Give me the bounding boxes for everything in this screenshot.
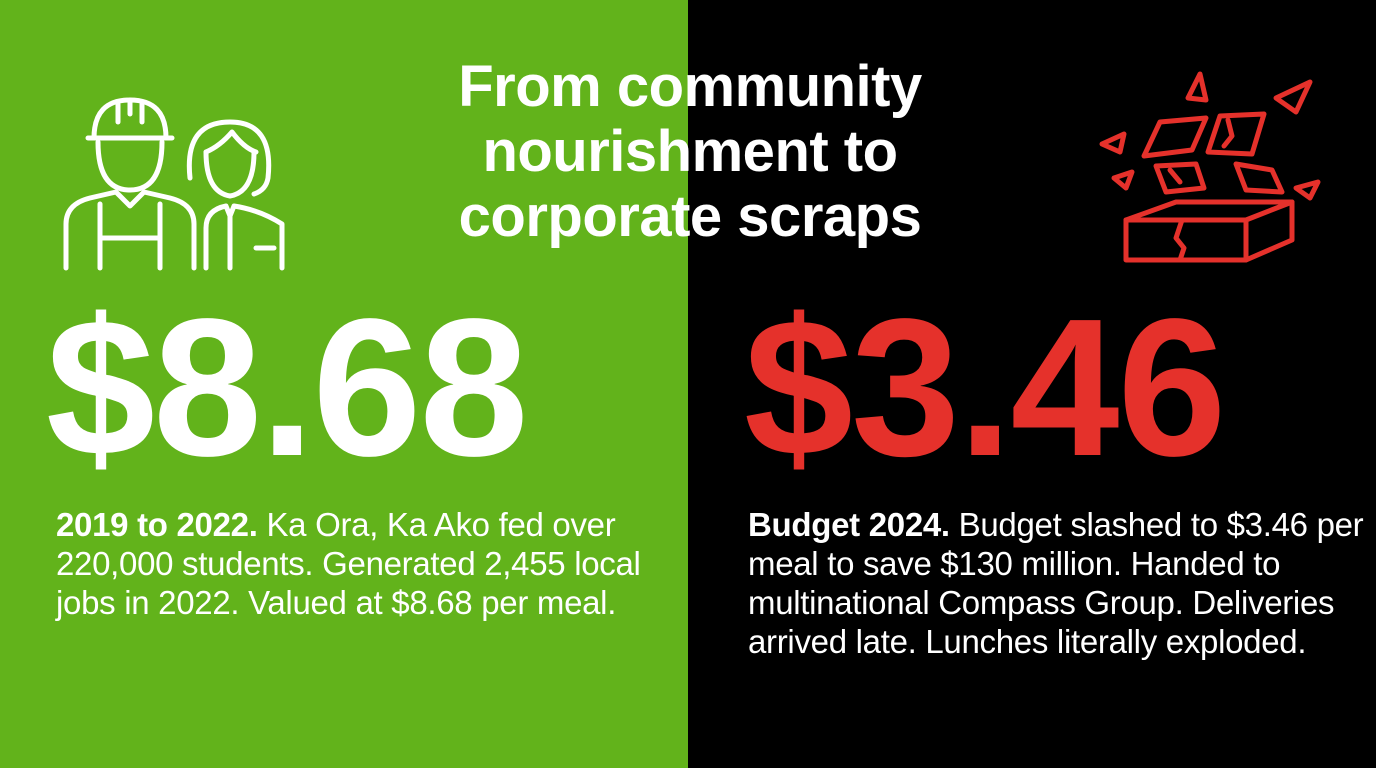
right-body: Budget slashed to $3.46 per meal to save… xyxy=(748,506,1364,660)
title-line-3: corporate scraps xyxy=(458,184,922,249)
left-lead: 2019 to 2022. xyxy=(56,506,258,543)
page-title: From community nourishment to corporate … xyxy=(380,54,1000,249)
workers-icon xyxy=(63,97,285,271)
right-amount: $3.46 xyxy=(744,278,1226,497)
left-panel xyxy=(0,0,688,768)
title-line-2: nourishment to xyxy=(482,119,898,184)
left-description: 2019 to 2022. Ka Ora, Ka Ako fed over 22… xyxy=(56,505,656,622)
left-amount: $8.68 xyxy=(46,278,528,497)
exploding-box-icon xyxy=(1099,71,1321,263)
right-lead: Budget 2024. xyxy=(748,506,950,543)
left-body: Ka Ora, Ka Ako fed over 220,000 students… xyxy=(56,506,641,621)
title-line-1: From community xyxy=(458,54,922,119)
right-description: Budget 2024. Budget slashed to $3.46 per… xyxy=(748,505,1368,661)
